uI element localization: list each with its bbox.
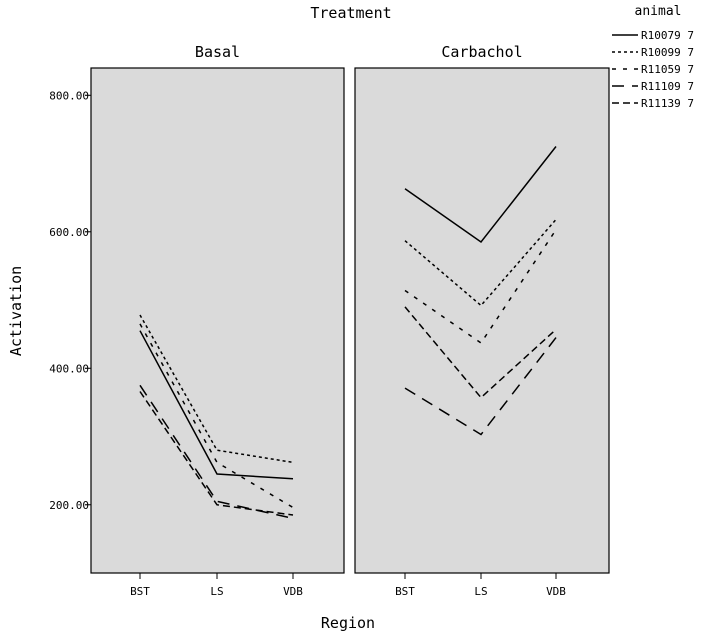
panel-title: Basal — [195, 43, 240, 61]
panel-background — [90, 67, 345, 574]
series-line-r11109-7 — [404, 337, 557, 436]
series-line-r11139-7 — [139, 391, 294, 516]
series-line-r10099-7 — [139, 314, 294, 464]
y-tick-label: 800.00 — [49, 89, 89, 102]
series-line-r10079-7 — [404, 146, 557, 244]
panel-basal: Basal 200.00 400.00 600.00 800.00 BST LS VDB — [49, 43, 345, 598]
panel-background — [354, 67, 610, 574]
legend-label: R11139 7 — [641, 97, 694, 110]
legend-label: R11109 7 — [641, 80, 694, 93]
x-tick-label: VDB — [546, 585, 566, 598]
legend-label: R10099 7 — [641, 46, 694, 59]
x-tick-label: VDB — [283, 585, 303, 598]
panel-title: Carbachol — [441, 43, 522, 61]
x-tick-label: LS — [474, 585, 487, 598]
legend-title: animal — [635, 4, 682, 19]
panel-carbachol: Carbachol BST LS VDB — [354, 43, 610, 598]
series-line-r10099-7 — [404, 219, 557, 307]
y-tick-label: 200.00 — [49, 499, 89, 512]
series-line-r11139-7 — [404, 306, 557, 399]
legend-label: R11059 7 — [641, 63, 694, 76]
y-axis-title: Activation — [7, 266, 25, 356]
series-line-r11109-7 — [139, 384, 294, 520]
series-line-r10079-7 — [139, 330, 294, 480]
chart-title: Treatment — [310, 4, 391, 22]
x-tick-label: BST — [395, 585, 415, 598]
legend: R10079 7 R10099 7 R11059 7 R11109 7 R11139 7 — [612, 29, 694, 110]
x-tick-label: BST — [130, 585, 150, 598]
y-tick-label: 400.00 — [49, 362, 89, 375]
x-axis-title: Region — [321, 614, 375, 632]
x-tick-label: LS — [210, 585, 223, 598]
legend-label: R10079 7 — [641, 29, 694, 42]
y-tick-label: 600.00 — [49, 226, 89, 239]
